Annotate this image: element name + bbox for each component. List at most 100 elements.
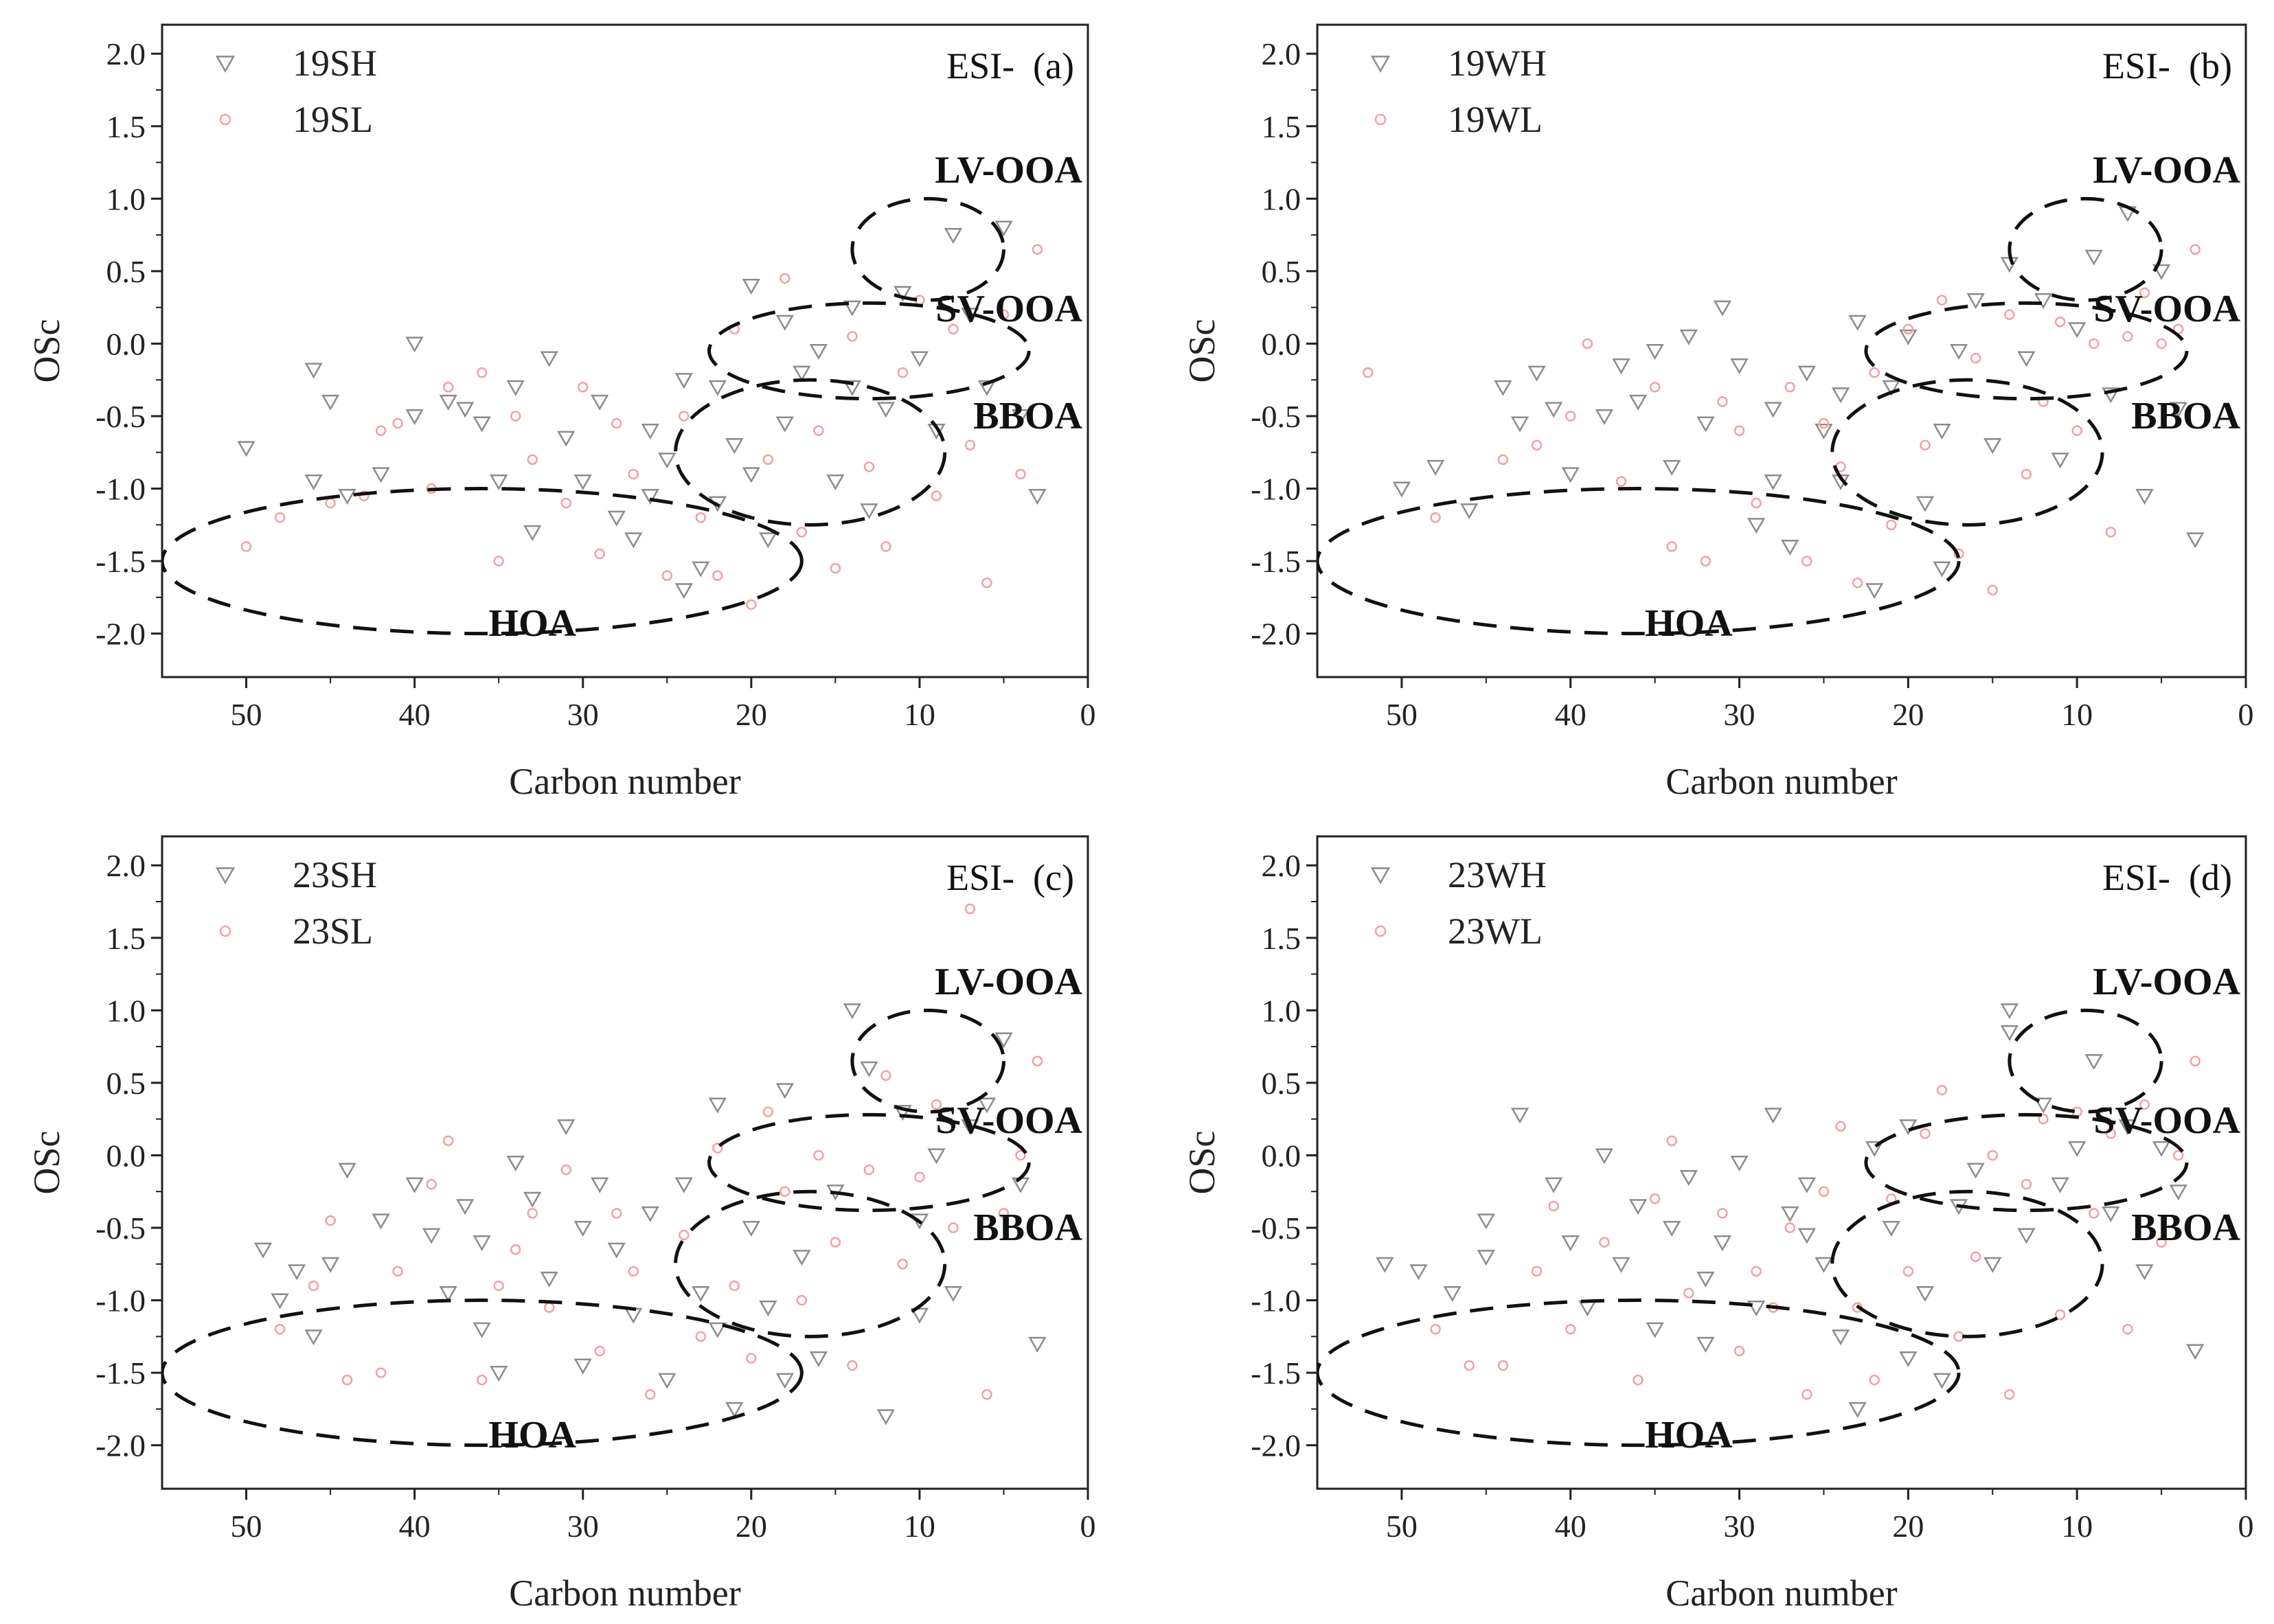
point-19WH: [1510, 416, 1530, 433]
point-19SH: [674, 583, 693, 599]
point-19WL: [1886, 519, 1897, 531]
point-19WH: [1679, 329, 1698, 345]
y-tick-label: -2.0: [95, 617, 146, 652]
region-ellipse-lv-ooa: [850, 196, 1005, 302]
point-23WL: [1869, 1374, 1880, 1386]
point-19WH: [2102, 387, 2120, 404]
point-23SL: [645, 1389, 656, 1400]
point-23SL: [712, 1143, 723, 1154]
point-19WH: [1527, 365, 1546, 382]
point-23SH: [523, 1191, 542, 1208]
y-axis-title: OSc: [26, 319, 67, 383]
point-19SL: [931, 490, 942, 501]
point-23WL: [1936, 1084, 1948, 1096]
point-23SL: [543, 1302, 555, 1313]
point-23WH: [1663, 1220, 1681, 1237]
point-23SL: [813, 1150, 824, 1161]
x-tick-label: 0: [1080, 1509, 1096, 1544]
point-19SL: [240, 541, 252, 552]
point-23WH: [1815, 1257, 1833, 1273]
point-23WH: [1578, 1301, 1597, 1317]
x-tick-label: 30: [567, 697, 599, 732]
point-19WH: [2068, 322, 2087, 339]
point-23SL: [964, 903, 976, 915]
point-19SH: [994, 220, 1013, 237]
point-23SL: [746, 1353, 757, 1364]
legend-marker-19WL: [1374, 113, 1387, 126]
y-tick-label: 2.0: [106, 36, 146, 71]
legend-label-23WL: 23WL: [1448, 911, 1543, 952]
point-23WL: [1751, 1266, 1762, 1277]
point-23WH: [2186, 1344, 2205, 1360]
y-tick-label: 0.0: [106, 326, 146, 361]
point-23WH: [1865, 1141, 1884, 1157]
plot-frame: [161, 835, 1089, 1490]
data-layer: [1317, 1003, 2205, 1448]
point-23WH: [1966, 1163, 1985, 1179]
y-tick-label: 2.0: [106, 848, 146, 883]
legend-marker-19SL: [219, 113, 231, 126]
legend-marker-19SH: [215, 56, 236, 73]
y-tick-label: -1.0: [95, 1283, 146, 1318]
point-23WL: [1464, 1360, 1475, 1371]
y-tick-label: 0.5: [1262, 1066, 1301, 1101]
point-23SH: [894, 1105, 912, 1121]
point-23SH: [456, 1199, 475, 1215]
point-23SH: [1011, 1177, 1030, 1193]
point-23WH: [2017, 1228, 2036, 1244]
point-19WH: [1915, 496, 1935, 512]
point-19SL: [679, 411, 690, 422]
point-23WL: [2156, 1237, 2167, 1248]
y-tick-label: 1.5: [1262, 921, 1301, 956]
point-23SL: [442, 1135, 454, 1147]
region-label-sv-ooa: SV-OOA: [935, 1099, 1082, 1142]
point-19WH: [1848, 314, 1867, 331]
point-23WH: [1696, 1336, 1715, 1353]
point-19WH: [1831, 387, 1850, 404]
region-ellipse-hoa: [1317, 487, 1961, 636]
point-19WL: [2122, 331, 2133, 342]
region-ellipse-hoa: [162, 487, 804, 636]
point-19SH: [338, 489, 356, 505]
point-23SL: [560, 1164, 571, 1176]
panel-tag: ESI- (a): [946, 45, 1074, 87]
y-tick-label: -2.0: [1251, 1428, 1301, 1463]
point-19SH: [674, 373, 693, 389]
point-23WL: [1987, 1150, 1999, 1161]
point-19WL: [2156, 338, 2167, 350]
panel-d: 2.0 1.5 1.0 0.5 0.0 -0.5 -1.0 -1.5 -2.0 50 40 30 20 1…: [1181, 835, 2254, 1614]
point-23SL: [493, 1280, 504, 1292]
point-23SL: [308, 1280, 319, 1292]
point-23WH: [1477, 1213, 1495, 1230]
point-23SH: [708, 1322, 727, 1338]
point-23SH: [439, 1285, 457, 1302]
point-19WH: [1764, 474, 1782, 490]
x-tick-label: 30: [1724, 1509, 1755, 1544]
data-layer: [162, 196, 1047, 636]
point-23WH: [2034, 1097, 2053, 1114]
point-23WH: [1831, 1329, 1850, 1346]
x-tick-label: 10: [904, 1509, 935, 1544]
y-tick-label: 0.5: [106, 254, 146, 289]
point-23SH: [473, 1322, 491, 1338]
point-19WH: [1882, 380, 1900, 396]
point-19WL: [1801, 556, 1812, 567]
point-19SL: [746, 599, 757, 610]
point-19SL: [1032, 244, 1043, 255]
point-23SH: [573, 1220, 592, 1237]
region-label-bboa: BBOA: [2131, 1206, 2240, 1249]
point-23WL: [1835, 1121, 1846, 1132]
point-19SL: [594, 548, 605, 560]
point-19SH: [439, 394, 457, 411]
point-19SH: [607, 510, 626, 527]
point-23WL: [2122, 1324, 2133, 1335]
x-tick-label: 0: [2238, 697, 2254, 732]
point-19WL: [1902, 323, 1914, 335]
y-axis-title: OSc: [1181, 1131, 1223, 1195]
point-19WL: [1497, 454, 1509, 466]
point-19SL: [375, 425, 387, 436]
point-19WH: [2017, 351, 2036, 367]
legend-marker-23SL: [219, 925, 231, 937]
point-23SH: [708, 1097, 727, 1114]
